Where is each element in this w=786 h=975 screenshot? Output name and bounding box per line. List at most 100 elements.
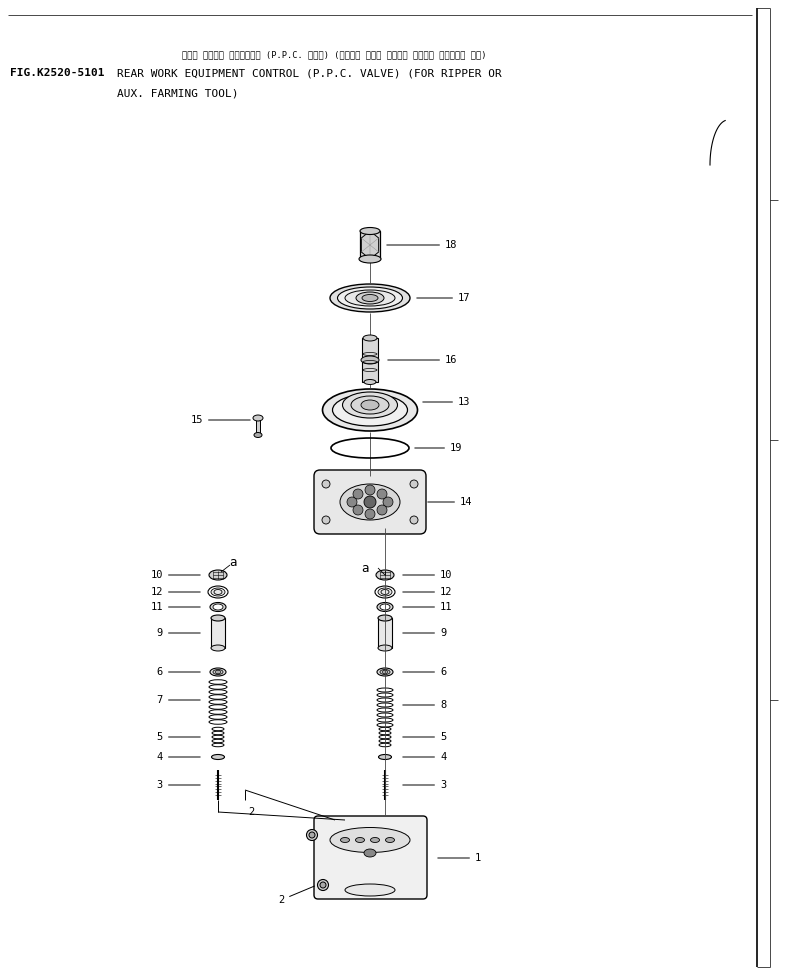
Ellipse shape — [361, 400, 379, 410]
Ellipse shape — [213, 670, 223, 675]
Ellipse shape — [309, 832, 315, 838]
Ellipse shape — [254, 433, 262, 438]
Ellipse shape — [356, 292, 384, 304]
Ellipse shape — [364, 379, 376, 384]
Ellipse shape — [355, 838, 365, 842]
Text: 3: 3 — [156, 780, 200, 790]
Ellipse shape — [330, 284, 410, 312]
Ellipse shape — [343, 392, 398, 418]
Circle shape — [322, 516, 330, 524]
Text: 18: 18 — [387, 240, 457, 250]
Ellipse shape — [361, 356, 379, 364]
Ellipse shape — [209, 570, 227, 580]
Ellipse shape — [210, 603, 226, 611]
Text: 2: 2 — [278, 886, 314, 905]
Text: 3: 3 — [402, 780, 446, 790]
Circle shape — [353, 489, 363, 499]
Circle shape — [410, 516, 418, 524]
Ellipse shape — [362, 294, 378, 301]
Text: 6: 6 — [156, 667, 200, 677]
Ellipse shape — [340, 838, 350, 842]
Text: a: a — [362, 562, 369, 574]
Text: 6: 6 — [402, 667, 446, 677]
Text: 12: 12 — [150, 587, 200, 597]
Text: 9: 9 — [402, 628, 446, 638]
Ellipse shape — [379, 755, 391, 760]
Text: a: a — [230, 556, 237, 568]
Text: 10: 10 — [402, 570, 453, 580]
Ellipse shape — [322, 389, 417, 431]
Text: AUX. FARMING TOOL): AUX. FARMING TOOL) — [117, 88, 238, 98]
Ellipse shape — [330, 828, 410, 852]
Circle shape — [410, 480, 418, 488]
Text: 5: 5 — [156, 732, 200, 742]
Ellipse shape — [377, 668, 393, 676]
Ellipse shape — [340, 484, 400, 520]
Circle shape — [377, 489, 387, 499]
Ellipse shape — [385, 838, 395, 842]
Ellipse shape — [360, 227, 380, 235]
Circle shape — [365, 509, 375, 519]
Ellipse shape — [378, 645, 392, 651]
Ellipse shape — [211, 755, 225, 760]
Bar — [256, 420, 260, 435]
Ellipse shape — [211, 615, 225, 621]
Text: 8: 8 — [402, 700, 446, 710]
Text: リヤー サギヨキ コントロール (P.P.C. バルブ) (リッパー マタは ノウコウ サギヨキ ソウチャク ヨウ): リヤー サギヨキ コントロール (P.P.C. バルブ) (リッパー マタは ノ… — [182, 51, 487, 59]
Ellipse shape — [211, 588, 225, 596]
Polygon shape — [362, 231, 379, 259]
Ellipse shape — [378, 588, 392, 596]
Ellipse shape — [332, 394, 407, 426]
Text: 19: 19 — [415, 443, 462, 453]
Text: 11: 11 — [402, 602, 453, 612]
FancyBboxPatch shape — [314, 816, 427, 899]
Ellipse shape — [377, 603, 393, 611]
Ellipse shape — [345, 290, 395, 306]
Text: 1: 1 — [438, 853, 481, 863]
Ellipse shape — [380, 604, 390, 610]
Ellipse shape — [337, 287, 402, 309]
Ellipse shape — [210, 668, 226, 676]
Ellipse shape — [318, 879, 329, 890]
Text: 10: 10 — [150, 570, 200, 580]
Circle shape — [365, 485, 375, 495]
Text: 14: 14 — [428, 497, 472, 507]
Ellipse shape — [376, 570, 394, 580]
Ellipse shape — [253, 415, 263, 421]
Ellipse shape — [380, 670, 390, 675]
Ellipse shape — [345, 884, 395, 896]
Bar — [362, 338, 378, 382]
Ellipse shape — [364, 849, 376, 857]
Ellipse shape — [307, 830, 318, 840]
Bar — [211, 618, 225, 648]
Text: 17: 17 — [417, 293, 471, 303]
Text: REAR WORK EQUIPMENT CONTROL (P.P.C. VALVE) (FOR RIPPER OR: REAR WORK EQUIPMENT CONTROL (P.P.C. VALV… — [117, 68, 501, 78]
Ellipse shape — [211, 645, 225, 651]
Text: 15: 15 — [190, 415, 250, 425]
Circle shape — [353, 505, 363, 515]
Ellipse shape — [215, 670, 221, 674]
Text: 5: 5 — [402, 732, 446, 742]
Text: 7: 7 — [156, 695, 200, 705]
Text: 4: 4 — [156, 752, 200, 762]
Text: 12: 12 — [402, 587, 453, 597]
Text: 11: 11 — [150, 602, 200, 612]
Ellipse shape — [382, 670, 388, 674]
FancyBboxPatch shape — [314, 470, 426, 534]
Text: 2: 2 — [248, 807, 254, 817]
Ellipse shape — [213, 604, 223, 610]
Text: 16: 16 — [387, 355, 457, 365]
Ellipse shape — [363, 335, 377, 341]
Text: FIG.K2520-5101: FIG.K2520-5101 — [10, 68, 105, 78]
Text: 4: 4 — [402, 752, 446, 762]
Ellipse shape — [351, 396, 389, 414]
Ellipse shape — [320, 882, 326, 888]
Ellipse shape — [359, 255, 381, 263]
Circle shape — [347, 497, 357, 507]
Circle shape — [383, 497, 393, 507]
Circle shape — [322, 480, 330, 488]
Circle shape — [364, 496, 376, 508]
Circle shape — [377, 505, 387, 515]
Text: 9: 9 — [156, 628, 200, 638]
Bar — [378, 618, 392, 648]
